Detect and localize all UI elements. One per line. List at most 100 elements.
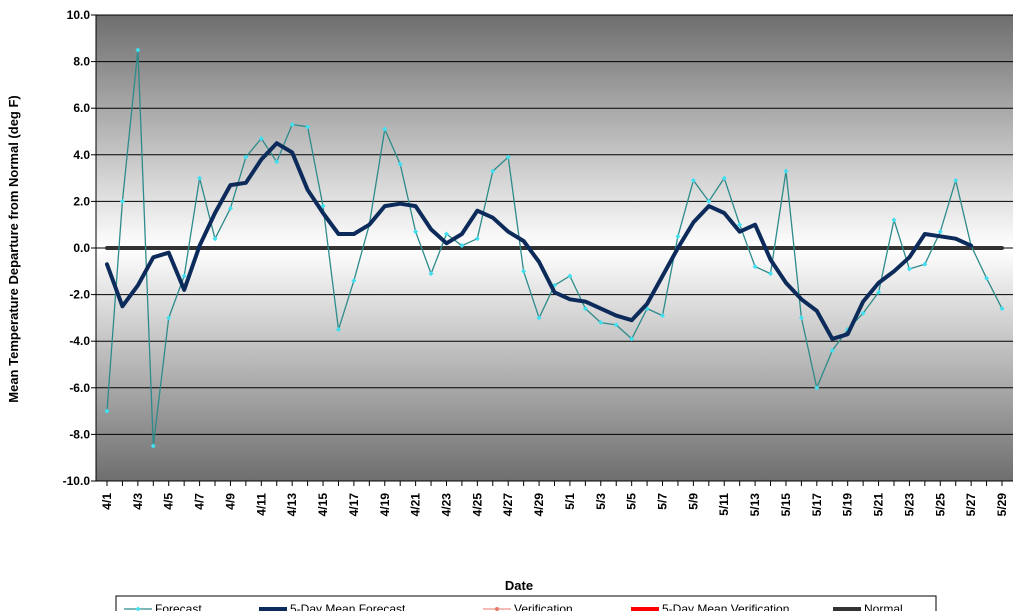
forecast-point	[243, 154, 249, 160]
forecast-point	[876, 289, 882, 295]
legend-label-forecast: Forecast	[155, 602, 202, 611]
x-tick-label: 4/25	[470, 493, 484, 517]
forecast-point	[274, 159, 280, 165]
forecast-point	[536, 315, 542, 321]
forecast-point	[428, 271, 434, 277]
y-tick-label: 8.0	[73, 55, 90, 69]
forecast-point	[984, 275, 990, 281]
forecast-point	[613, 322, 619, 328]
x-tick-label: 4/9	[223, 493, 237, 510]
y-tick-label: 6.0	[73, 101, 90, 115]
x-axis-ticks: 4/1 4/3 4/5 4/7 4/9 4/11 4/13 4/15 4/17 4/19 4/21 4…	[100, 481, 1009, 516]
x-axis-title: Date	[505, 578, 533, 593]
forecast-point	[490, 168, 496, 174]
forecast-point	[474, 236, 480, 242]
forecast-point	[937, 229, 943, 235]
forecast-point	[660, 313, 666, 319]
forecast-point	[150, 443, 156, 449]
forecast-point	[413, 229, 419, 235]
forecast-point	[382, 126, 388, 132]
y-tick-label: 10.0	[67, 8, 91, 22]
forecast-point	[783, 168, 789, 174]
x-tick-label: 5/17	[810, 493, 824, 517]
x-tick-label: 5/19	[841, 493, 855, 517]
forecast-point	[351, 278, 357, 284]
legend-marker-forecast	[135, 606, 141, 611]
y-axis-ticks: 10.0 8.0 6.0 4.0 2.0 0.0 -2.0 -4.0 -6.0 -8.0 -10.0	[63, 8, 96, 488]
x-tick-label: 5/1	[563, 493, 577, 510]
x-tick-label: 5/5	[625, 493, 639, 510]
series-layer	[104, 47, 1005, 449]
x-tick-label: 4/3	[131, 493, 145, 510]
x-tick-label: 4/11	[254, 493, 268, 516]
forecast-point	[829, 348, 835, 354]
x-tick-label: 5/9	[686, 493, 700, 510]
x-tick-label: 5/15	[779, 493, 793, 517]
x-tick-label: 4/27	[501, 493, 515, 517]
forecast-point	[629, 336, 635, 342]
series-line-5-day-mean-forecast	[105, 141, 974, 341]
legend-label-verification: Verification	[514, 602, 573, 611]
x-tick-label: 5/23	[902, 493, 916, 517]
y-tick-label: 0.0	[73, 241, 90, 255]
forecast-point	[181, 273, 187, 279]
x-tick-label: 4/29	[532, 493, 546, 517]
y-tick-label: -4.0	[69, 334, 90, 348]
y-tick-label: 4.0	[73, 148, 90, 162]
forecast-point	[721, 175, 727, 181]
x-tick-label: 4/13	[285, 493, 299, 517]
x-tick-label: 5/3	[594, 493, 608, 510]
forecast-point	[582, 306, 588, 312]
forecast-point	[737, 222, 743, 228]
x-tick-label: 5/25	[933, 493, 947, 517]
x-tick-label: 4/21	[409, 493, 423, 517]
x-tick-label: 5/29	[995, 493, 1009, 517]
x-tick-label: 5/13	[748, 493, 762, 517]
y-tick-label: -10.0	[63, 474, 91, 488]
forecast-point	[397, 161, 403, 167]
forecast-point	[922, 261, 928, 267]
forecast-point	[706, 198, 712, 204]
forecast-point	[505, 154, 511, 160]
forecast-point	[227, 205, 233, 211]
x-tick-label: 4/23	[439, 493, 453, 517]
legend-label-5-day-mean-forecast: 5-Day Mean Forecast	[290, 602, 406, 611]
legend-box	[115, 595, 937, 611]
y-tick-label: -2.0	[69, 288, 90, 302]
forecast-point	[135, 47, 141, 53]
forecast-point	[443, 231, 449, 237]
x-tick-label: 4/7	[193, 493, 207, 510]
x-tick-label: 4/15	[316, 493, 330, 517]
legend: Forecast 5-Day Mean Forecast Verification 5…	[115, 595, 937, 611]
forecast-point	[258, 135, 264, 141]
forecast-point	[212, 236, 218, 242]
forecast-point	[953, 177, 959, 183]
legend-marker-verification	[495, 607, 499, 611]
x-tick-label: 4/1	[100, 493, 114, 510]
legend-label-5-day-mean-verification: 5-Day Mean Verification	[662, 602, 789, 611]
forecast-point	[521, 268, 527, 274]
x-tick-label: 4/17	[347, 493, 361, 517]
y-tick-label: -8.0	[69, 427, 90, 441]
y-axis-title: Mean Temperature Departure from Normal (…	[6, 95, 21, 402]
forecast-point	[166, 315, 172, 321]
x-tick-label: 5/7	[656, 493, 670, 510]
forecast-point	[289, 122, 295, 128]
x-tick-label: 4/5	[162, 493, 176, 510]
legend-label-normal: Normal	[864, 602, 903, 611]
forecast-point	[119, 198, 125, 204]
y-tick-label: 2.0	[73, 194, 90, 208]
forecast-point	[335, 327, 341, 333]
forecast-point	[567, 273, 573, 279]
forecast-point	[104, 408, 110, 414]
forecast-point	[598, 320, 604, 326]
forecast-point	[305, 124, 311, 130]
forecast-point	[906, 266, 912, 272]
x-tick-label: 5/11	[717, 493, 731, 516]
forecast-point	[752, 264, 758, 270]
forecast-point	[999, 306, 1005, 312]
forecast-point	[798, 315, 804, 321]
forecast-point	[197, 175, 203, 181]
forecast-point	[768, 271, 774, 277]
